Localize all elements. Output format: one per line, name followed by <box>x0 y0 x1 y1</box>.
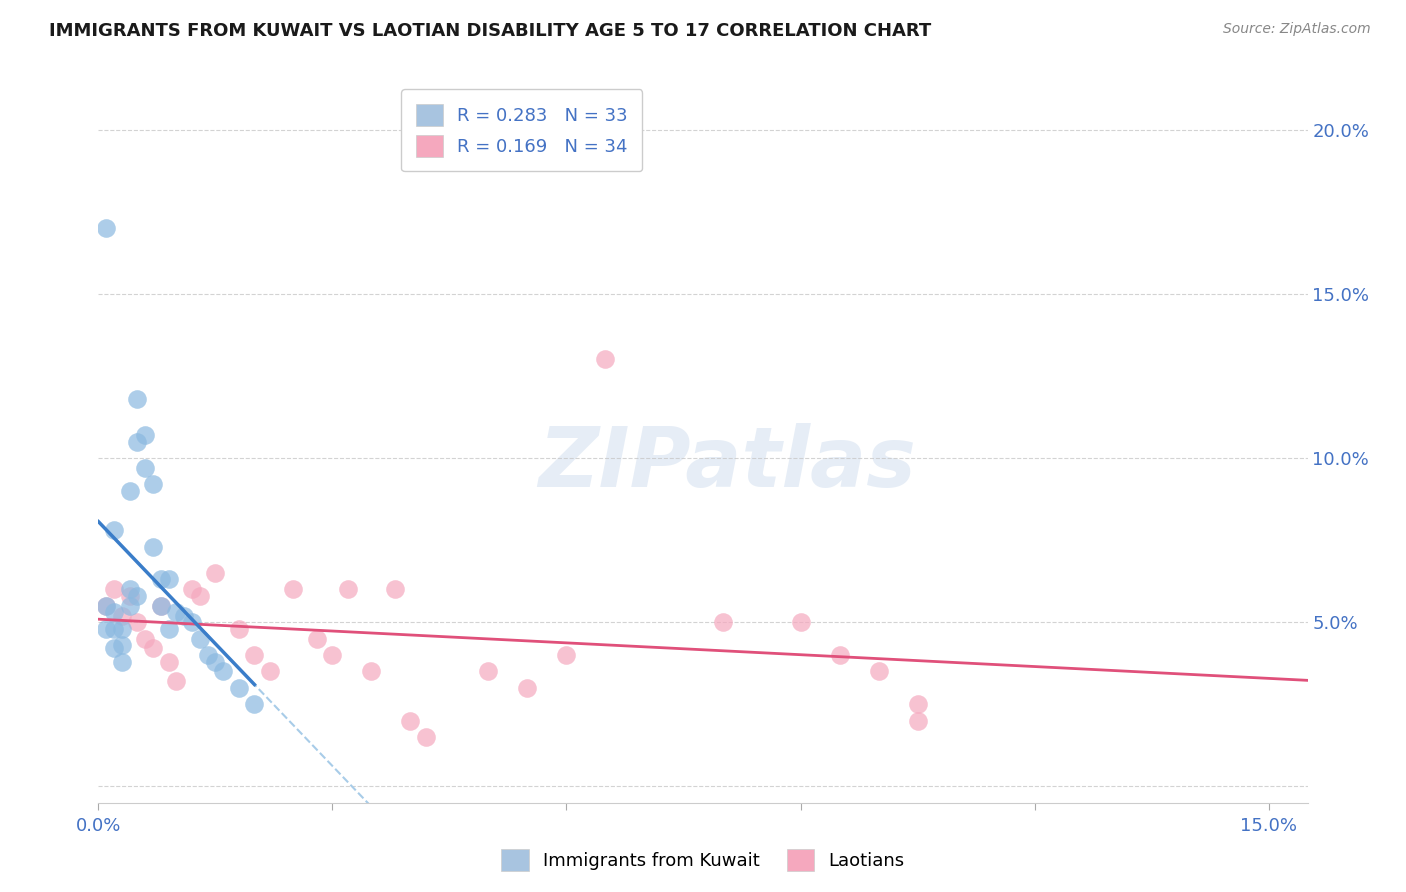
Legend: R = 0.283   N = 33, R = 0.169   N = 34: R = 0.283 N = 33, R = 0.169 N = 34 <box>401 89 643 171</box>
Point <box>157 655 180 669</box>
Point <box>111 608 134 623</box>
Point <box>321 648 343 662</box>
Point <box>157 622 180 636</box>
Point <box>111 638 134 652</box>
Point <box>134 428 156 442</box>
Point <box>103 622 125 636</box>
Text: Source: ZipAtlas.com: Source: ZipAtlas.com <box>1223 22 1371 37</box>
Point <box>384 582 406 597</box>
Point <box>96 599 118 613</box>
Point <box>181 615 204 630</box>
Point <box>103 605 125 619</box>
Point <box>228 622 250 636</box>
Point <box>188 632 211 646</box>
Point <box>134 460 156 475</box>
Point <box>149 599 172 613</box>
Point <box>118 599 141 613</box>
Point <box>118 483 141 498</box>
Point <box>212 665 235 679</box>
Point <box>165 605 187 619</box>
Point <box>157 573 180 587</box>
Point <box>907 698 929 712</box>
Point <box>103 523 125 537</box>
Point <box>111 622 134 636</box>
Point <box>595 352 617 367</box>
Point <box>96 221 118 235</box>
Point <box>111 655 134 669</box>
Point <box>96 622 118 636</box>
Point <box>103 641 125 656</box>
Point <box>142 641 165 656</box>
Point <box>149 573 172 587</box>
Point <box>96 599 118 613</box>
Point <box>828 648 851 662</box>
Point <box>243 698 266 712</box>
Point <box>283 582 305 597</box>
Point <box>399 714 422 728</box>
Text: ZIPatlas: ZIPatlas <box>538 423 917 504</box>
Point <box>127 589 149 603</box>
Point <box>118 589 141 603</box>
Point <box>243 648 266 662</box>
Point <box>711 615 734 630</box>
Point <box>204 566 226 580</box>
Point <box>197 648 219 662</box>
Point <box>907 714 929 728</box>
Point <box>127 615 149 630</box>
Point <box>134 632 156 646</box>
Point <box>516 681 538 695</box>
Point <box>305 632 328 646</box>
Point <box>127 434 149 449</box>
Point <box>228 681 250 695</box>
Point <box>149 599 172 613</box>
Point <box>181 582 204 597</box>
Point <box>173 608 195 623</box>
Point <box>477 665 499 679</box>
Point <box>555 648 578 662</box>
Point <box>337 582 360 597</box>
Point <box>142 540 165 554</box>
Legend: Immigrants from Kuwait, Laotians: Immigrants from Kuwait, Laotians <box>495 842 911 879</box>
Point <box>868 665 890 679</box>
Point <box>127 392 149 406</box>
Point <box>142 477 165 491</box>
Point <box>204 655 226 669</box>
Point <box>165 674 187 689</box>
Point <box>789 615 811 630</box>
Text: IMMIGRANTS FROM KUWAIT VS LAOTIAN DISABILITY AGE 5 TO 17 CORRELATION CHART: IMMIGRANTS FROM KUWAIT VS LAOTIAN DISABI… <box>49 22 931 40</box>
Point <box>103 582 125 597</box>
Point <box>415 730 437 744</box>
Point <box>259 665 281 679</box>
Point <box>188 589 211 603</box>
Point <box>360 665 382 679</box>
Point <box>118 582 141 597</box>
